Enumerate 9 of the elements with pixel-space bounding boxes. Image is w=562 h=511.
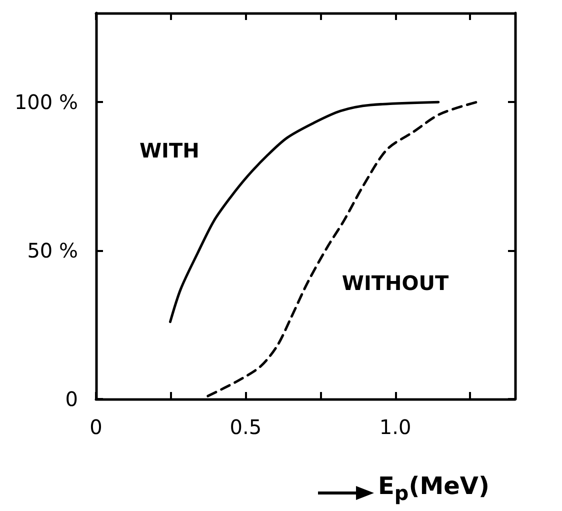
text: WITH <box>139 138 200 162</box>
x-axis-title: E$_{p}$(MeV) <box>378 472 490 505</box>
x-tick-label: 1.0 <box>379 415 412 439</box>
y-tick-label: 100 % <box>14 90 78 114</box>
series-label: WITHOUT <box>342 271 450 296</box>
x-tick-label: 0 <box>90 415 102 439</box>
x-tick-label: 0.5 <box>230 415 262 439</box>
y-tick-label: 0 <box>65 387 78 411</box>
y-tick-label: 50 % <box>27 238 78 263</box>
